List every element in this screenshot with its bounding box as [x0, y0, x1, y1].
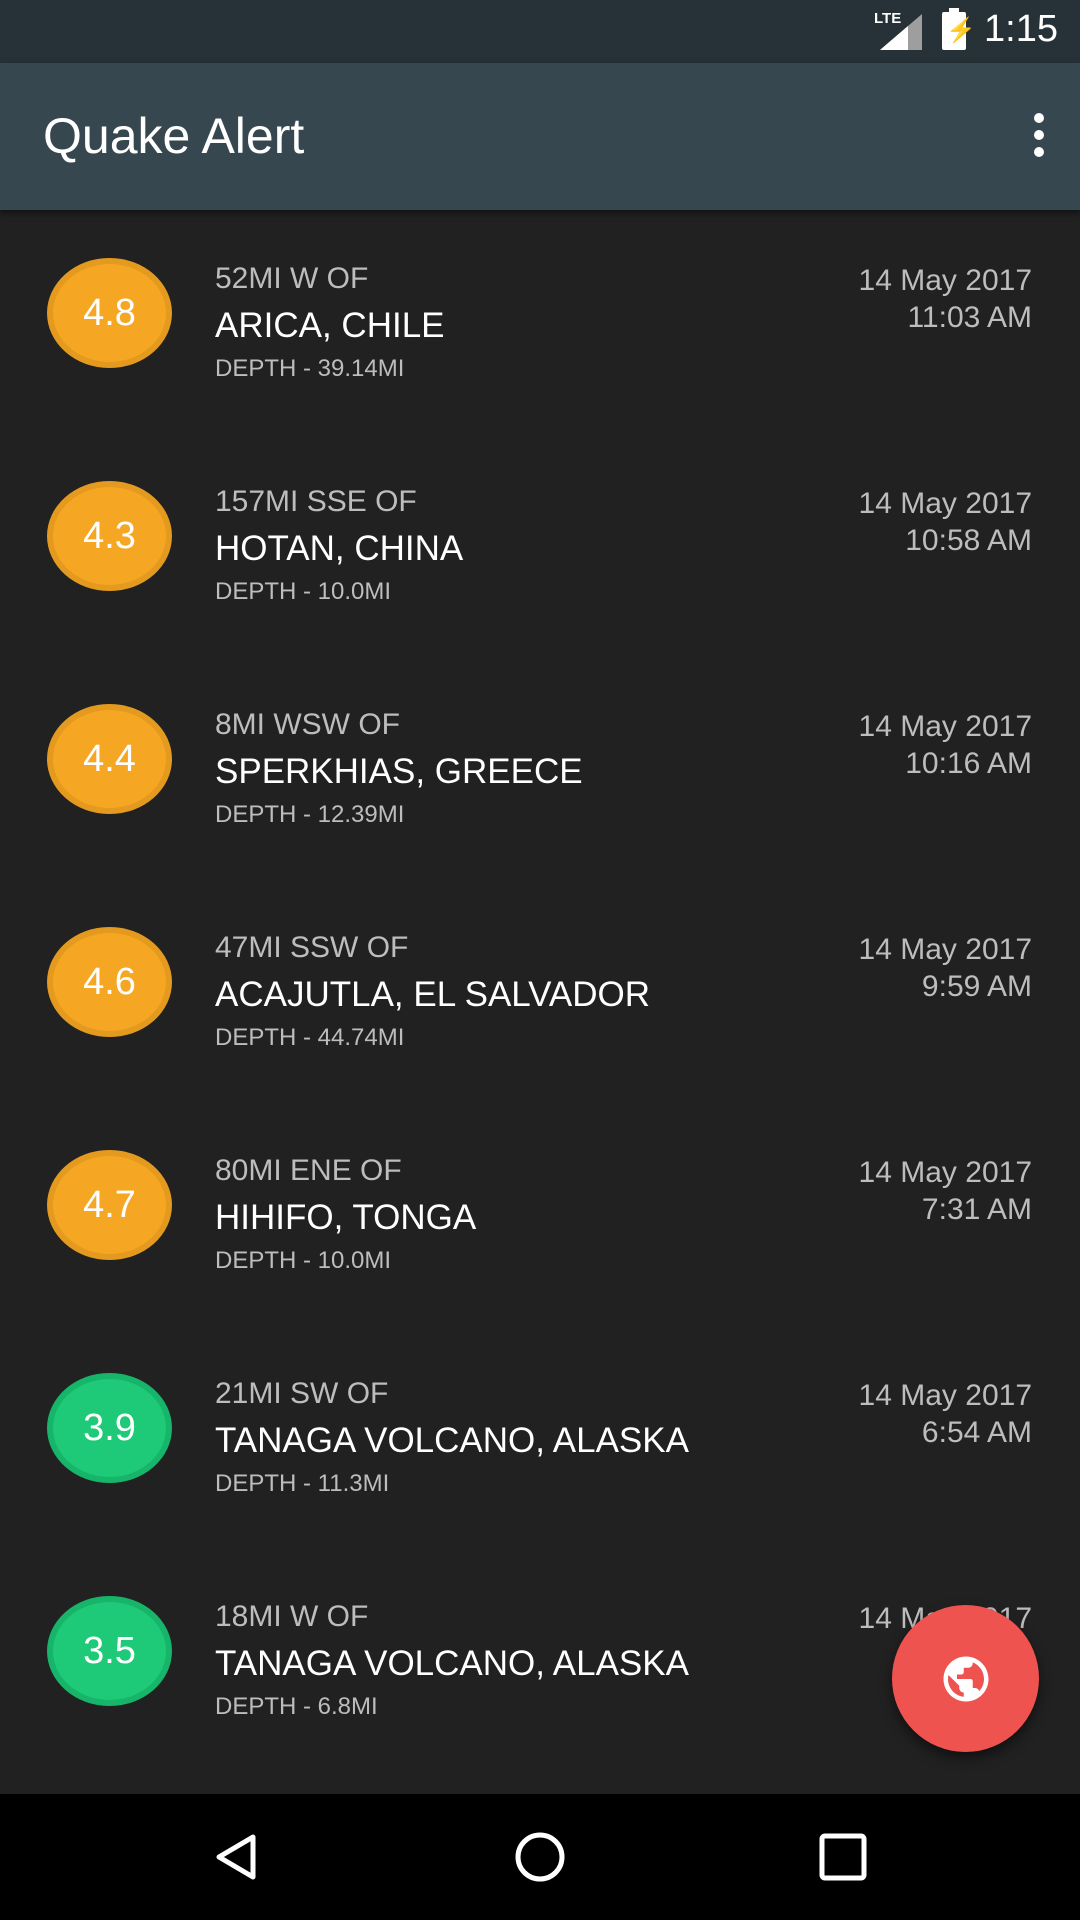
- status-bar: LTE ⚡ 1:15: [0, 0, 1080, 63]
- quake-list-item[interactable]: 4.8 52MI W OF ARICA, CHILE DEPTH - 39.14…: [0, 210, 1080, 433]
- signal-icon: [880, 14, 922, 50]
- quake-date: 14 May 2017: [858, 1379, 1032, 1412]
- quake-time: 10:16 AM: [905, 747, 1032, 780]
- quake-list-item[interactable]: 3.9 21MI SW OF TANAGA VOLCANO, ALASKA DE…: [0, 1325, 1080, 1548]
- quake-depth: DEPTH - 12.39MI: [215, 801, 405, 828]
- quake-depth: DEPTH - 6.8MI: [215, 1693, 378, 1720]
- quake-offset: 47MI SSW OF: [215, 931, 409, 964]
- home-icon[interactable]: [507, 1824, 573, 1890]
- quake-time: 7:31 AM: [921, 1193, 1032, 1226]
- map-fab-button[interactable]: [892, 1605, 1039, 1752]
- quake-place: HIHIFO, TONGA: [215, 1198, 477, 1237]
- quake-date: 14 May 2017: [858, 710, 1032, 743]
- quake-date: 14 May 2017: [858, 933, 1032, 966]
- quake-time: 9:59 AM: [921, 970, 1032, 1003]
- quake-datetime: 14 May 2017 6:54 AM: [859, 1377, 1032, 1451]
- quake-datetime: 14 May 2017 10:58 AM: [859, 485, 1032, 559]
- quake-place: ACAJUTLA, EL SALVADOR: [215, 975, 651, 1014]
- quake-datetime: 14 May 2017 11:03 AM: [859, 262, 1032, 336]
- quake-offset: 21MI SW OF: [215, 1377, 389, 1410]
- globe-icon: [943, 1656, 988, 1701]
- quake-list-item[interactable]: 4.4 8MI WSW OF SPERKHIAS, GREECE DEPTH -…: [0, 656, 1080, 879]
- quake-offset: 8MI WSW OF: [215, 708, 400, 741]
- quake-depth: DEPTH - 44.74MI: [215, 1024, 405, 1051]
- quake-place: ARICA, CHILE: [215, 306, 445, 345]
- quake-place: TANAGA VOLCANO, ALASKA: [215, 1421, 689, 1460]
- quake-date: 14 May 2017: [858, 487, 1032, 520]
- navigation-bar: [0, 1794, 1080, 1920]
- quake-offset: 157MI SSE OF: [215, 485, 417, 518]
- lte-label: LTE: [874, 10, 902, 27]
- magnitude-badge: 3.9: [47, 1373, 172, 1483]
- quake-time: 11:03 AM: [907, 301, 1032, 334]
- quake-depth: DEPTH - 11.3MI: [215, 1470, 390, 1497]
- quake-date: 14 May 2017: [858, 1156, 1032, 1189]
- magnitude-badge: 4.7: [47, 1150, 172, 1260]
- quake-datetime: 14 May 2017 7:31 AM: [859, 1154, 1032, 1228]
- magnitude-badge: 4.6: [47, 927, 172, 1037]
- quake-depth: DEPTH - 39.14MI: [215, 355, 405, 382]
- app-title: Quake Alert: [43, 108, 305, 164]
- quake-time: 6:54 AM: [921, 1416, 1032, 1449]
- magnitude-badge: 4.3: [47, 481, 172, 591]
- more-vert-icon[interactable]: [1024, 113, 1054, 159]
- quake-depth: DEPTH - 10.0MI: [215, 1247, 392, 1274]
- magnitude-badge: 4.4: [47, 704, 172, 814]
- quake-date: 14 May 2017: [858, 264, 1032, 297]
- quake-list-item[interactable]: 4.7 80MI ENE OF HIHIFO, TONGA DEPTH - 10…: [0, 1102, 1080, 1325]
- quake-offset: 80MI ENE OF: [215, 1154, 402, 1187]
- quake-list-item[interactable]: 4.6 47MI SSW OF ACAJUTLA, EL SALVADOR DE…: [0, 879, 1080, 1102]
- quake-offset: 18MI W OF: [215, 1600, 369, 1633]
- quake-list[interactable]: 4.8 52MI W OF ARICA, CHILE DEPTH - 39.14…: [0, 210, 1080, 1771]
- app-bar: Quake Alert: [0, 63, 1080, 210]
- quake-datetime: 14 May 2017 9:59 AM: [859, 931, 1032, 1005]
- quake-depth: DEPTH - 10.0MI: [215, 578, 392, 605]
- quake-offset: 52MI W OF: [215, 262, 369, 295]
- recents-icon[interactable]: [810, 1824, 876, 1890]
- magnitude-badge: 3.5: [47, 1596, 172, 1706]
- quake-place: HOTAN, CHINA: [215, 529, 464, 568]
- quake-time: 10:58 AM: [905, 524, 1032, 557]
- magnitude-badge: 4.8: [47, 258, 172, 368]
- quake-datetime: 14 May 2017 10:16 AM: [859, 708, 1032, 782]
- quake-list-item[interactable]: 4.3 157MI SSE OF HOTAN, CHINA DEPTH - 10…: [0, 433, 1080, 656]
- quake-place: SPERKHIAS, GREECE: [215, 752, 583, 791]
- back-icon[interactable]: [203, 1824, 269, 1890]
- status-time: 1:15: [984, 8, 1058, 50]
- battery-charging-icon: ⚡: [942, 8, 976, 50]
- quake-place: TANAGA VOLCANO, ALASKA: [215, 1644, 689, 1683]
